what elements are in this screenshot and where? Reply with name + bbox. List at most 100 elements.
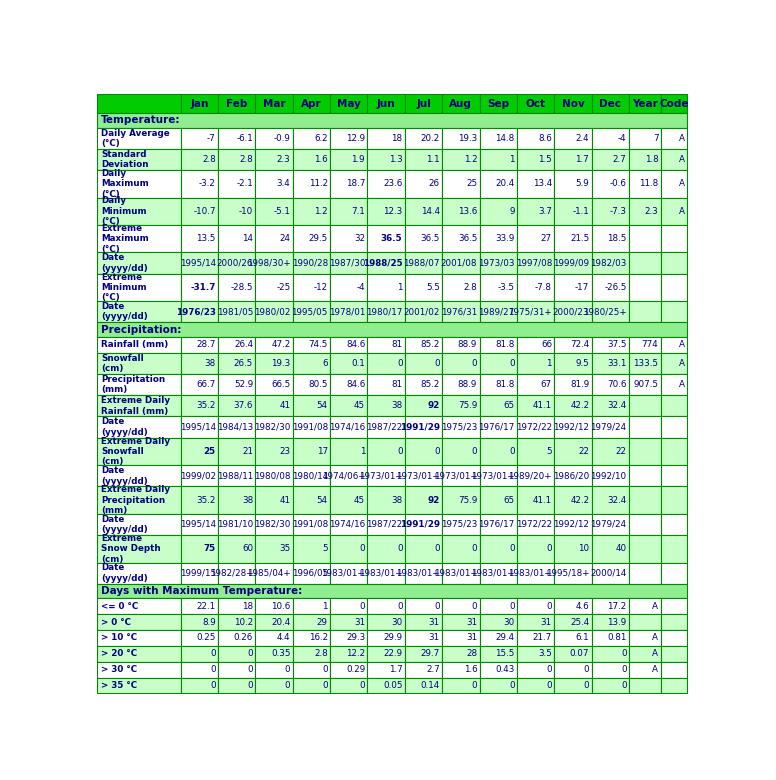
Bar bbox=[218, 417, 255, 438]
Bar bbox=[218, 661, 255, 678]
Bar bbox=[293, 417, 330, 438]
Text: 29.4: 29.4 bbox=[495, 633, 514, 643]
Bar bbox=[660, 514, 687, 535]
Bar bbox=[405, 465, 442, 487]
Text: -4: -4 bbox=[618, 134, 627, 143]
Bar bbox=[293, 337, 330, 353]
Bar bbox=[181, 253, 218, 274]
Text: 1.2: 1.2 bbox=[463, 155, 477, 164]
Text: 21.5: 21.5 bbox=[570, 234, 589, 243]
Text: 66: 66 bbox=[541, 340, 552, 349]
Bar bbox=[442, 535, 480, 562]
Bar bbox=[97, 678, 181, 693]
Bar bbox=[517, 395, 554, 417]
Bar bbox=[293, 94, 330, 113]
Text: Extreme
Maximum
(°C): Extreme Maximum (°C) bbox=[101, 224, 149, 254]
Bar bbox=[97, 253, 181, 274]
Text: 1983/01+: 1983/01+ bbox=[434, 569, 477, 578]
Bar bbox=[405, 598, 442, 614]
Bar bbox=[97, 630, 181, 646]
Bar bbox=[97, 438, 181, 465]
Bar bbox=[330, 225, 368, 253]
Text: 1.1: 1.1 bbox=[426, 155, 440, 164]
Bar bbox=[405, 149, 442, 170]
Bar bbox=[480, 301, 517, 322]
Text: 1988/11: 1988/11 bbox=[217, 471, 253, 480]
Bar bbox=[660, 630, 687, 646]
Text: 2.4: 2.4 bbox=[576, 134, 589, 143]
Bar bbox=[517, 438, 554, 465]
Bar bbox=[442, 353, 480, 374]
Bar bbox=[517, 598, 554, 614]
Bar bbox=[517, 253, 554, 274]
Text: A: A bbox=[653, 633, 658, 643]
Bar bbox=[442, 170, 480, 197]
Bar bbox=[517, 661, 554, 678]
Text: 0: 0 bbox=[621, 665, 627, 674]
Bar bbox=[517, 374, 554, 395]
Bar bbox=[517, 514, 554, 535]
Bar bbox=[255, 149, 293, 170]
Text: 19.3: 19.3 bbox=[458, 134, 477, 143]
Text: 0: 0 bbox=[546, 681, 552, 690]
Text: 4.4: 4.4 bbox=[277, 633, 290, 643]
Bar bbox=[368, 149, 405, 170]
Text: 0: 0 bbox=[359, 681, 365, 690]
Text: 32.4: 32.4 bbox=[608, 495, 627, 505]
Bar bbox=[218, 562, 255, 583]
Bar bbox=[480, 274, 517, 301]
Text: Date
(yyyy/dd): Date (yyyy/dd) bbox=[101, 466, 147, 485]
Bar bbox=[405, 128, 442, 149]
Bar bbox=[660, 678, 687, 693]
Bar bbox=[480, 535, 517, 562]
Bar bbox=[442, 678, 480, 693]
Text: A: A bbox=[653, 649, 658, 658]
Text: 66.5: 66.5 bbox=[271, 380, 290, 389]
Bar bbox=[660, 598, 687, 614]
Text: Aug: Aug bbox=[449, 99, 473, 108]
Bar bbox=[330, 417, 368, 438]
Bar bbox=[629, 274, 660, 301]
Bar bbox=[660, 465, 687, 487]
Bar bbox=[293, 374, 330, 395]
Bar bbox=[330, 94, 368, 113]
Bar bbox=[554, 614, 591, 630]
Text: > 35 °C: > 35 °C bbox=[101, 681, 137, 690]
Bar bbox=[517, 353, 554, 374]
Bar bbox=[660, 197, 687, 225]
Text: 1991/08: 1991/08 bbox=[292, 423, 327, 431]
Text: 1987/22: 1987/22 bbox=[366, 520, 403, 529]
Bar bbox=[405, 562, 442, 583]
Text: 5.9: 5.9 bbox=[576, 179, 589, 189]
Bar bbox=[442, 253, 480, 274]
Text: 7: 7 bbox=[653, 134, 658, 143]
Bar bbox=[442, 395, 480, 417]
Text: 1976/17: 1976/17 bbox=[478, 423, 514, 431]
Text: 1: 1 bbox=[322, 601, 327, 611]
Bar bbox=[97, 395, 181, 417]
Text: 45: 45 bbox=[354, 402, 365, 410]
Bar bbox=[293, 614, 330, 630]
Bar bbox=[517, 301, 554, 322]
Text: -25: -25 bbox=[276, 283, 290, 292]
Bar bbox=[442, 274, 480, 301]
Text: 32.4: 32.4 bbox=[608, 402, 627, 410]
Text: 65: 65 bbox=[504, 495, 514, 505]
Text: 0.26: 0.26 bbox=[234, 633, 253, 643]
Bar bbox=[554, 274, 591, 301]
Bar bbox=[629, 94, 660, 113]
Bar bbox=[629, 128, 660, 149]
Bar bbox=[181, 337, 218, 353]
Text: 23: 23 bbox=[279, 447, 290, 456]
Text: 1: 1 bbox=[359, 447, 365, 456]
Text: 0: 0 bbox=[397, 601, 403, 611]
Text: 1980/02: 1980/02 bbox=[254, 307, 290, 316]
Text: 1.8: 1.8 bbox=[645, 155, 658, 164]
Text: 0: 0 bbox=[248, 665, 253, 674]
Bar bbox=[517, 562, 554, 583]
Text: 1973/01+: 1973/01+ bbox=[397, 471, 440, 480]
Text: 10: 10 bbox=[578, 544, 589, 553]
Bar bbox=[255, 535, 293, 562]
Bar bbox=[442, 149, 480, 170]
Bar bbox=[480, 598, 517, 614]
